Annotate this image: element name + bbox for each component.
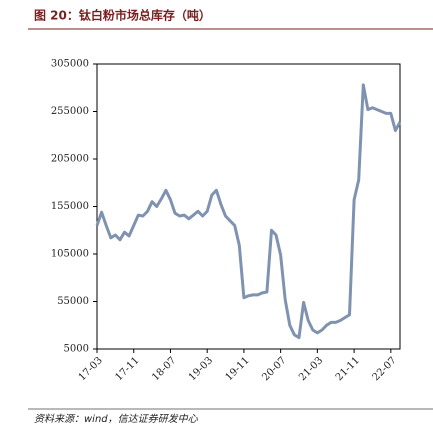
y-tick-label: 55000 — [57, 296, 89, 307]
x-tick-label: 17-03 — [77, 355, 105, 383]
y-tick-label: 205000 — [51, 154, 89, 165]
source-note: 资料来源：wind，信达证券研发中心 — [34, 413, 199, 425]
x-tick-label: 19-03 — [187, 355, 215, 383]
x-tick-label: 18-07 — [150, 355, 178, 383]
x-tick-label: 17-11 — [113, 355, 141, 383]
y-tick-label: 255000 — [51, 106, 89, 117]
x-tick-label: 21-11 — [334, 355, 362, 383]
x-tick-label: 19-11 — [224, 355, 252, 383]
y-tick-label: 5000 — [64, 344, 89, 355]
x-tick-label: 20-07 — [260, 355, 288, 383]
x-tick-label: 22-07 — [371, 355, 399, 383]
x-tick-label: 21-03 — [297, 355, 325, 383]
data-line — [95, 83, 402, 340]
y-tick-label: 305000 — [51, 59, 89, 70]
y-tick-label: 155000 — [51, 201, 89, 212]
y-tick-label: 105000 — [51, 249, 89, 260]
chart-title: 图 20：钛白粉市场总库存（吨） — [34, 8, 211, 23]
